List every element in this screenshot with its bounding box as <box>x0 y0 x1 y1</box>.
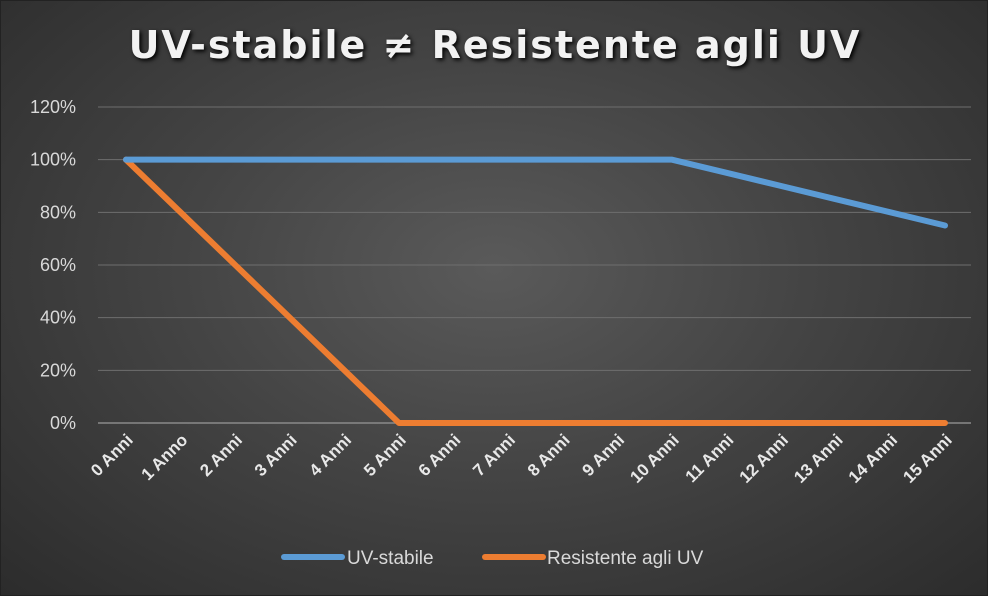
series-line-0 <box>123 156 948 229</box>
x-tick-label: 10 Anni <box>626 430 682 486</box>
x-tick-label: 11 Anni <box>682 430 738 486</box>
x-tick-label: 13 Anni <box>790 430 846 486</box>
y-tick-label: 40% <box>40 308 76 328</box>
x-tick-label: 9 Anni <box>578 430 628 480</box>
x-tick-label: 15 Anni <box>899 430 955 486</box>
chart-title: UV-stabile ≠ Resistente agli UV <box>128 23 862 67</box>
x-tick-label: 0 Anni <box>87 430 137 480</box>
x-tick-label: 6 Anni <box>415 430 465 480</box>
legend-label-1: Resistente agli UV <box>547 548 704 569</box>
x-tick-label: 4 Anni <box>305 430 355 480</box>
y-tick-label: 60% <box>40 255 76 275</box>
y-tick-label: 100% <box>30 150 76 170</box>
x-tick-label: 12 Anni <box>736 430 792 486</box>
x-tick-label: 3 Anni <box>251 430 301 480</box>
x-tick-label: 5 Anni <box>360 430 410 480</box>
legend-label-0: UV-stabile <box>347 548 434 569</box>
x-tick-label: 1 Anno <box>138 430 192 484</box>
series-line-1 <box>123 156 948 426</box>
y-tick-label: 80% <box>40 202 76 222</box>
x-tick-label: 2 Anni <box>196 430 246 480</box>
x-tick-label: 7 Anni <box>469 430 519 480</box>
x-tick-label: 8 Anni <box>524 430 574 480</box>
y-tick-label: 20% <box>40 360 76 380</box>
x-tick-label: 14 Anni <box>845 430 901 486</box>
y-tick-label: 0% <box>50 413 76 433</box>
y-tick-label: 120% <box>30 97 76 117</box>
